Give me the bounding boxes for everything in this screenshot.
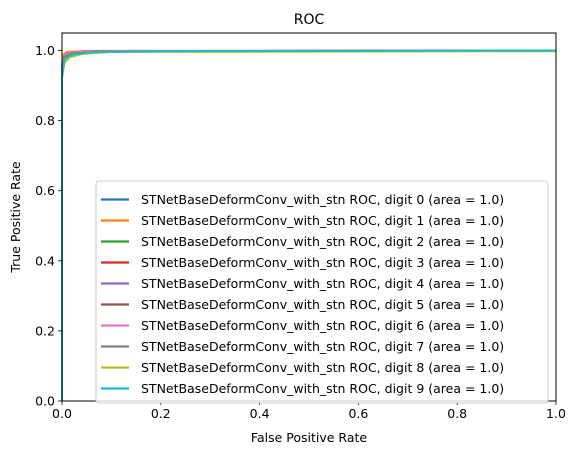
y-tick-label: 0.6 <box>35 183 55 198</box>
x-tick-label: 1.0 <box>546 406 566 421</box>
legend-entry: STNetBaseDeformConv_with_stn ROC, digit … <box>141 339 504 354</box>
y-tick-label: 0.4 <box>35 253 55 268</box>
y-tick-label: 1.0 <box>35 43 55 58</box>
legend-entry: STNetBaseDeformConv_with_stn ROC, digit … <box>141 381 504 396</box>
legend-entry: STNetBaseDeformConv_with_stn ROC, digit … <box>141 360 504 375</box>
legend-entry: STNetBaseDeformConv_with_stn ROC, digit … <box>141 276 504 291</box>
x-tick-label: 0.0 <box>52 406 72 421</box>
x-tick-label: 0.6 <box>348 406 368 421</box>
legend: STNetBaseDeformConv_with_stn ROC, digit … <box>95 180 549 404</box>
x-tick-label: 0.8 <box>447 406 467 421</box>
legend-entry: STNetBaseDeformConv_with_stn ROC, digit … <box>141 213 504 228</box>
y-tick-label: 0.0 <box>35 394 55 409</box>
legend-entry: STNetBaseDeformConv_with_stn ROC, digit … <box>141 297 504 312</box>
x-axis-ticks: 0.0 0.2 0.4 0.6 0.8 1.0 <box>52 401 566 421</box>
x-tick-label: 0.4 <box>250 406 270 421</box>
y-axis-ticks: 0.0 0.2 0.4 0.6 0.8 1.0 <box>35 43 62 409</box>
y-tick-label: 0.8 <box>35 113 55 128</box>
legend-entry: STNetBaseDeformConv_with_stn ROC, digit … <box>141 192 504 207</box>
legend-entry: STNetBaseDeformConv_with_stn ROC, digit … <box>141 234 504 249</box>
y-tick-label: 0.2 <box>35 323 55 338</box>
legend-entry: STNetBaseDeformConv_with_stn ROC, digit … <box>141 318 504 333</box>
y-axis-label: True Positive Rate <box>8 161 23 274</box>
chart-title: ROC <box>294 12 325 28</box>
legend-box <box>95 180 549 404</box>
x-axis-label: False Positive Rate <box>251 430 367 445</box>
legend-entry: STNetBaseDeformConv_with_stn ROC, digit … <box>141 255 504 270</box>
x-tick-label: 0.2 <box>151 406 171 421</box>
